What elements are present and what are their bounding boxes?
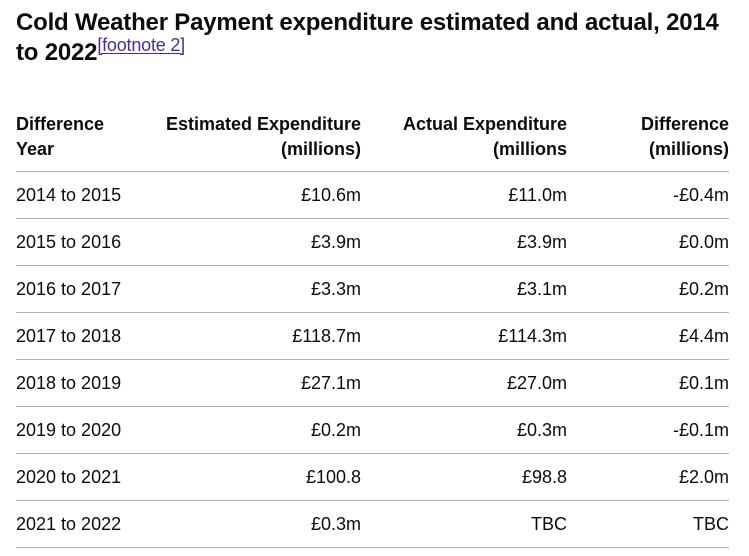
cell-difference: TBC (567, 500, 729, 548)
page-content: Cold Weather Payment expenditure estimat… (16, 8, 729, 548)
table-row: 2018 to 2019 £27.1m £27.0m £0.1m (16, 359, 729, 407)
table-row: 2015 to 2016 £3.9m £3.9m £0.0m (16, 218, 729, 266)
cell-actual: TBC (361, 500, 567, 548)
cell-actual: £3.1m (361, 265, 567, 313)
table-row: 2020 to 2021 £100.8 £98.8 £2.0m (16, 453, 729, 501)
table-row: 2014 to 2015 £10.6m £11.0m -£0.4m (16, 171, 729, 219)
table-title: Cold Weather Payment expenditure estimat… (16, 8, 729, 68)
cell-year: 2014 to 2015 (16, 171, 163, 219)
header-year-line-1: Difference (16, 114, 105, 134)
table-row: 2017 to 2018 £118.7m £114.3m £4.4m (16, 312, 729, 360)
table-row: 2019 to 2020 £0.2m £0.3m -£0.1m (16, 406, 729, 454)
cell-difference: £0.2m (567, 265, 729, 313)
cell-actual: £114.3m (361, 312, 567, 360)
header-estimated-expenditure: Estimated Expenditure (millions) (163, 112, 361, 172)
cell-actual: £98.8 (361, 453, 567, 501)
cell-difference: -£0.4m (567, 171, 729, 219)
cell-difference: £0.1m (567, 359, 729, 407)
header-actual-line-2: (millions (492, 139, 567, 159)
cell-estimated: £3.3m (163, 265, 361, 313)
header-actual-line-1: Actual Expenditure (402, 114, 567, 134)
cell-difference: -£0.1m (567, 406, 729, 454)
cell-year: 2016 to 2017 (16, 265, 163, 313)
header-difference-line-1: Difference (640, 114, 729, 134)
cell-estimated: £3.9m (163, 218, 361, 266)
cell-difference: £2.0m (567, 453, 729, 501)
cell-estimated: £100.8 (163, 453, 361, 501)
header-actual-expenditure: Actual Expenditure (millions (361, 112, 567, 172)
header-difference-line-2: (millions) (649, 139, 729, 159)
cell-year: 2019 to 2020 (16, 406, 163, 454)
cell-actual: £3.9m (361, 218, 567, 266)
cell-actual: £0.3m (361, 406, 567, 454)
header-estimated-line-1: Estimated Expenditure (165, 114, 361, 134)
expenditure-table: Difference Year Estimated Expenditure (m… (16, 112, 729, 548)
cell-estimated: £10.6m (163, 171, 361, 219)
cell-estimated: £118.7m (163, 312, 361, 360)
table-row: 2021 to 2022 £0.3m TBC TBC (16, 500, 729, 548)
footnote-2-link[interactable]: [footnote 2] (97, 35, 185, 55)
header-estimated-line-2: (millions) (281, 139, 361, 159)
cell-actual: £27.0m (361, 359, 567, 407)
cell-year: 2020 to 2021 (16, 453, 163, 501)
header-row: Difference Year Estimated Expenditure (m… (16, 112, 729, 172)
cell-year: 2018 to 2019 (16, 359, 163, 407)
footnote-marker: [footnote 2] (97, 35, 185, 55)
cell-estimated: £0.3m (163, 500, 361, 548)
cell-year: 2021 to 2022 (16, 500, 163, 548)
table-header: Difference Year Estimated Expenditure (m… (16, 112, 729, 172)
cell-actual: £11.0m (361, 171, 567, 219)
header-difference: Difference (millions) (567, 112, 729, 172)
table-title-text: Cold Weather Payment expenditure estimat… (16, 9, 719, 66)
cell-year: 2017 to 2018 (16, 312, 163, 360)
cell-difference: £0.0m (567, 218, 729, 266)
cell-estimated: £27.1m (163, 359, 361, 407)
table-body: 2014 to 2015 £10.6m £11.0m -£0.4m 2015 t… (16, 171, 729, 548)
cell-difference: £4.4m (567, 312, 729, 360)
header-year-line-2: Year (16, 139, 55, 159)
table-row: 2016 to 2017 £3.3m £3.1m £0.2m (16, 265, 729, 313)
header-year: Difference Year (16, 112, 163, 172)
cell-estimated: £0.2m (163, 406, 361, 454)
cell-year: 2015 to 2016 (16, 218, 163, 266)
